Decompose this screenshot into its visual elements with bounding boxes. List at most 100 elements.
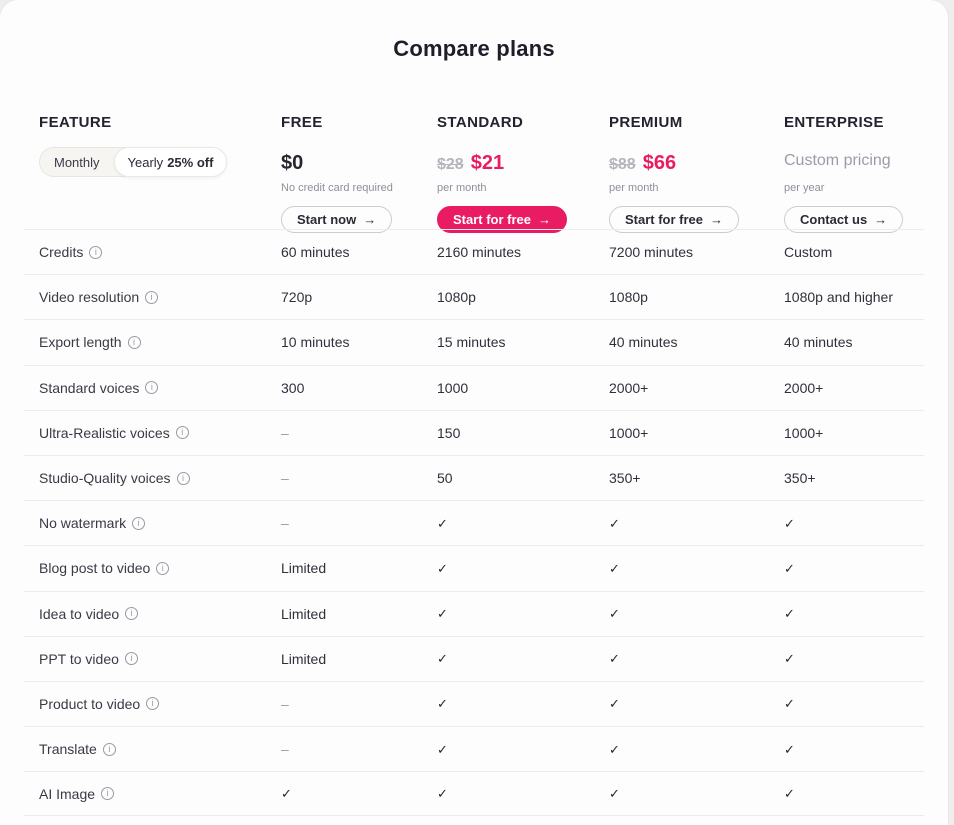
start-now-button[interactable]: Start now → [281, 206, 393, 233]
plan-name: PREMIUM [609, 114, 683, 131]
dash-icon: – [281, 741, 289, 758]
billing-yearly-label: Yearly [127, 154, 164, 170]
feature-value: 10 minutes [281, 334, 350, 351]
value-cell: ✓ [281, 785, 437, 802]
info-icon[interactable]: i [132, 516, 146, 530]
table-row: Studio-Quality voices i – 50 350+ 350+ [24, 454, 924, 500]
feature-cell: Video resolution i [39, 289, 281, 305]
value-cell: ✓ [609, 741, 784, 758]
table-row: Standard voices i 300 1000 2000+ 2000+ [24, 364, 924, 410]
feature-value: 720p [281, 289, 313, 306]
feature-label: Export length [39, 334, 122, 351]
feature-comparison-table: Credits i 60 minutes 2160 minutes 7200 min… [24, 229, 924, 817]
plan-note: per month [609, 182, 659, 194]
billing-toggle[interactable]: Monthly Yearly 25% off [39, 147, 228, 177]
plan-column-premium: PREMIUM $88 $66 per month Start for free… [609, 114, 784, 233]
arrow-right-icon: → [874, 212, 888, 227]
value-cell: ✓ [784, 785, 924, 802]
feature-value: 1080p [437, 289, 476, 306]
check-icon: ✓ [609, 651, 620, 667]
feature-value: 1000+ [609, 424, 649, 441]
feature-cell: Export length i [39, 334, 281, 350]
start-for-free-button[interactable]: Start for free → [609, 206, 740, 233]
table-row: Export length i 10 minutes 15 minutes 40 m… [24, 319, 924, 364]
feature-value: 150 [437, 424, 461, 441]
feature-label: Product to video [39, 695, 141, 712]
value-cell: 2160 minutes [437, 244, 609, 260]
table-row: No watermark i – ✓ ✓ ✓ [24, 500, 924, 545]
info-icon[interactable]: i [176, 471, 190, 485]
start-for-free-button[interactable]: Start for free → [437, 206, 568, 233]
info-icon[interactable]: i [145, 381, 159, 395]
info-icon[interactable]: i [127, 335, 141, 349]
value-cell: – [281, 741, 437, 757]
value-cell: ✓ [437, 741, 609, 758]
table-row: Product to video i – ✓ ✓ ✓ [24, 680, 924, 726]
button-label: Start now [297, 212, 357, 227]
feature-cell: AI Image i [39, 786, 281, 802]
check-icon: ✓ [784, 515, 795, 531]
check-icon: ✓ [784, 741, 795, 757]
feature-value: 15 minutes [437, 334, 506, 351]
feature-cell: Ultra-Realistic voices i [39, 425, 281, 441]
info-icon[interactable]: i [156, 561, 170, 575]
feature-label: Translate [39, 741, 97, 758]
arrow-right-icon: → [363, 212, 377, 227]
table-row: Idea to video i Limited ✓ ✓ ✓ [24, 590, 924, 636]
feature-value: 2000+ [784, 379, 824, 396]
feature-label: No watermark [39, 515, 127, 532]
value-cell: 40 minutes [609, 334, 784, 350]
feature-value: 40 minutes [609, 334, 678, 351]
feature-label: Credits [39, 244, 84, 261]
info-icon[interactable]: i [175, 426, 189, 440]
info-icon[interactable]: i [101, 787, 115, 801]
arrow-right-icon: → [710, 212, 724, 227]
feature-cell: Studio-Quality voices i [39, 470, 281, 486]
feature-cell: Idea to video i [39, 606, 281, 622]
table-row: Video resolution i 720p 1080p 1080p 1080p a… [24, 274, 924, 319]
value-cell: 40 minutes [784, 334, 924, 350]
check-icon: ✓ [437, 696, 448, 712]
value-cell: ✓ [609, 515, 784, 532]
check-icon: ✓ [609, 515, 620, 531]
check-icon: ✓ [609, 786, 620, 802]
info-icon[interactable]: i [145, 290, 159, 304]
feature-column-header: FEATURE Monthly Yearly 25% off [39, 114, 281, 233]
check-icon: ✓ [437, 741, 448, 757]
feature-value: 2000+ [609, 379, 649, 396]
plan-price: $66 [642, 152, 677, 174]
value-cell: 1000+ [609, 425, 784, 441]
billing-monthly-option[interactable]: Monthly [54, 154, 100, 170]
plan-name: STANDARD [437, 114, 524, 131]
info-icon[interactable]: i [89, 245, 103, 259]
value-cell: 1000+ [784, 425, 924, 441]
check-icon: ✓ [437, 606, 448, 622]
table-row: Translate i – ✓ ✓ ✓ [24, 726, 924, 771]
feature-label: Ultra-Realistic voices [39, 424, 170, 441]
check-icon: ✓ [609, 696, 620, 712]
value-cell: ✓ [437, 560, 609, 577]
info-icon[interactable]: i [124, 652, 138, 666]
value-cell: ✓ [609, 695, 784, 712]
contact-us-button[interactable]: Contact us → [784, 206, 904, 233]
info-icon[interactable]: i [102, 742, 116, 756]
plan-column-free: FREE $0 No credit card required Start no… [281, 114, 437, 233]
value-cell: 300 [281, 380, 437, 396]
value-cell: 7200 minutes [609, 244, 784, 260]
info-icon[interactable]: i [125, 607, 139, 621]
info-icon[interactable]: i [146, 697, 160, 711]
value-cell: 10 minutes [281, 334, 437, 350]
billing-yearly-option[interactable]: Yearly 25% off [113, 147, 228, 177]
value-cell: ✓ [609, 605, 784, 622]
value-cell: ✓ [784, 515, 924, 532]
table-row: Ultra-Realistic voices i – 150 1000+ 1000+ [24, 409, 924, 455]
feature-value: Limited [281, 650, 327, 667]
feature-cell: Product to video i [39, 696, 281, 712]
feature-value: 7200 minutes [609, 244, 694, 261]
feature-cell: PPT to video i [39, 651, 281, 667]
feature-value: 1000 [437, 379, 469, 396]
feature-value: Limited [281, 560, 327, 577]
plan-price: $0 [281, 152, 304, 174]
check-icon: ✓ [784, 696, 795, 712]
